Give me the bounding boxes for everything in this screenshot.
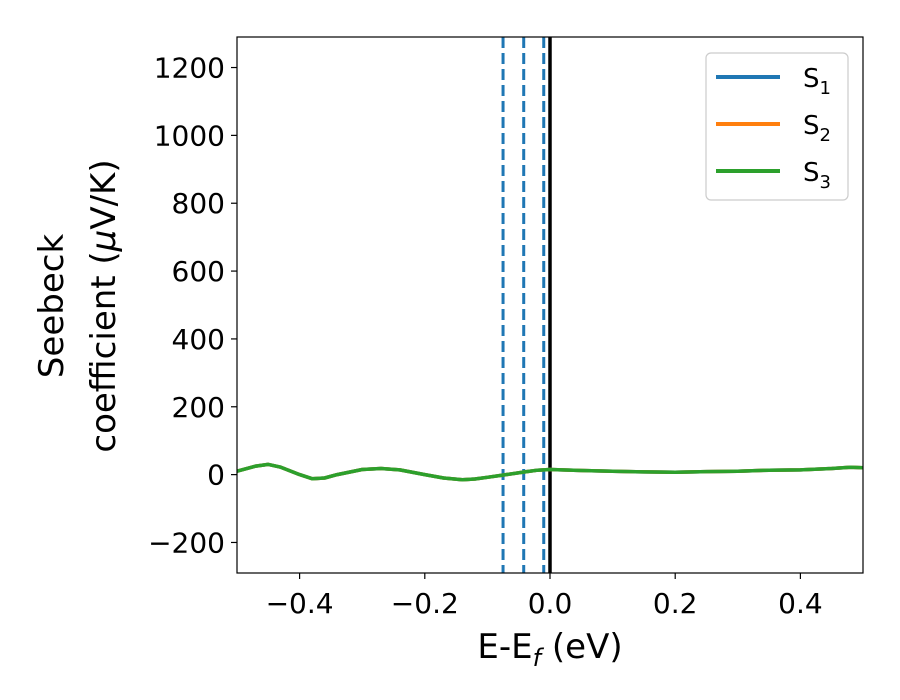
x-axis: −0.4 −0.2 0.0 0.2 0.4 xyxy=(266,573,823,620)
x-tick-label: 0.4 xyxy=(778,587,823,620)
plot-area xyxy=(236,36,864,574)
y-tick-label: 800 xyxy=(172,187,225,220)
series-line-S3 xyxy=(237,462,863,482)
x-axis-title: E-Ef (eV) xyxy=(477,627,622,672)
x-tick-label: 0.2 xyxy=(653,587,698,620)
y-tick-label: 1000 xyxy=(154,119,225,152)
legend-label-S1: S1 xyxy=(803,64,831,99)
y-axis-title-line1: Seebeck xyxy=(32,234,72,379)
x-tick-label: −0.2 xyxy=(391,587,459,620)
y-tick-label: 200 xyxy=(172,391,225,424)
y-tick-label: 0 xyxy=(207,459,225,492)
y-tick-label: 600 xyxy=(172,255,225,288)
legend-box xyxy=(705,52,849,201)
legend-label-S2: S2 xyxy=(803,111,831,146)
y-tick-label: −200 xyxy=(148,526,225,559)
x-tick-label: 0.0 xyxy=(528,587,573,620)
y-axis: −200 0 200 400 600 800 1000 1200 xyxy=(148,52,237,559)
legend: S1 S2 S3 xyxy=(705,52,849,201)
plot-content xyxy=(237,37,863,573)
y-axis-title: Seebeck coefficient (μV/K) xyxy=(32,159,124,452)
y-tick-label: 400 xyxy=(172,323,225,356)
y-axis-title-line2: coefficient (μV/K) xyxy=(84,159,124,452)
legend-label-S3: S3 xyxy=(803,158,831,193)
y-tick-label: 1200 xyxy=(154,52,225,85)
x-tick-label: −0.4 xyxy=(266,587,334,620)
